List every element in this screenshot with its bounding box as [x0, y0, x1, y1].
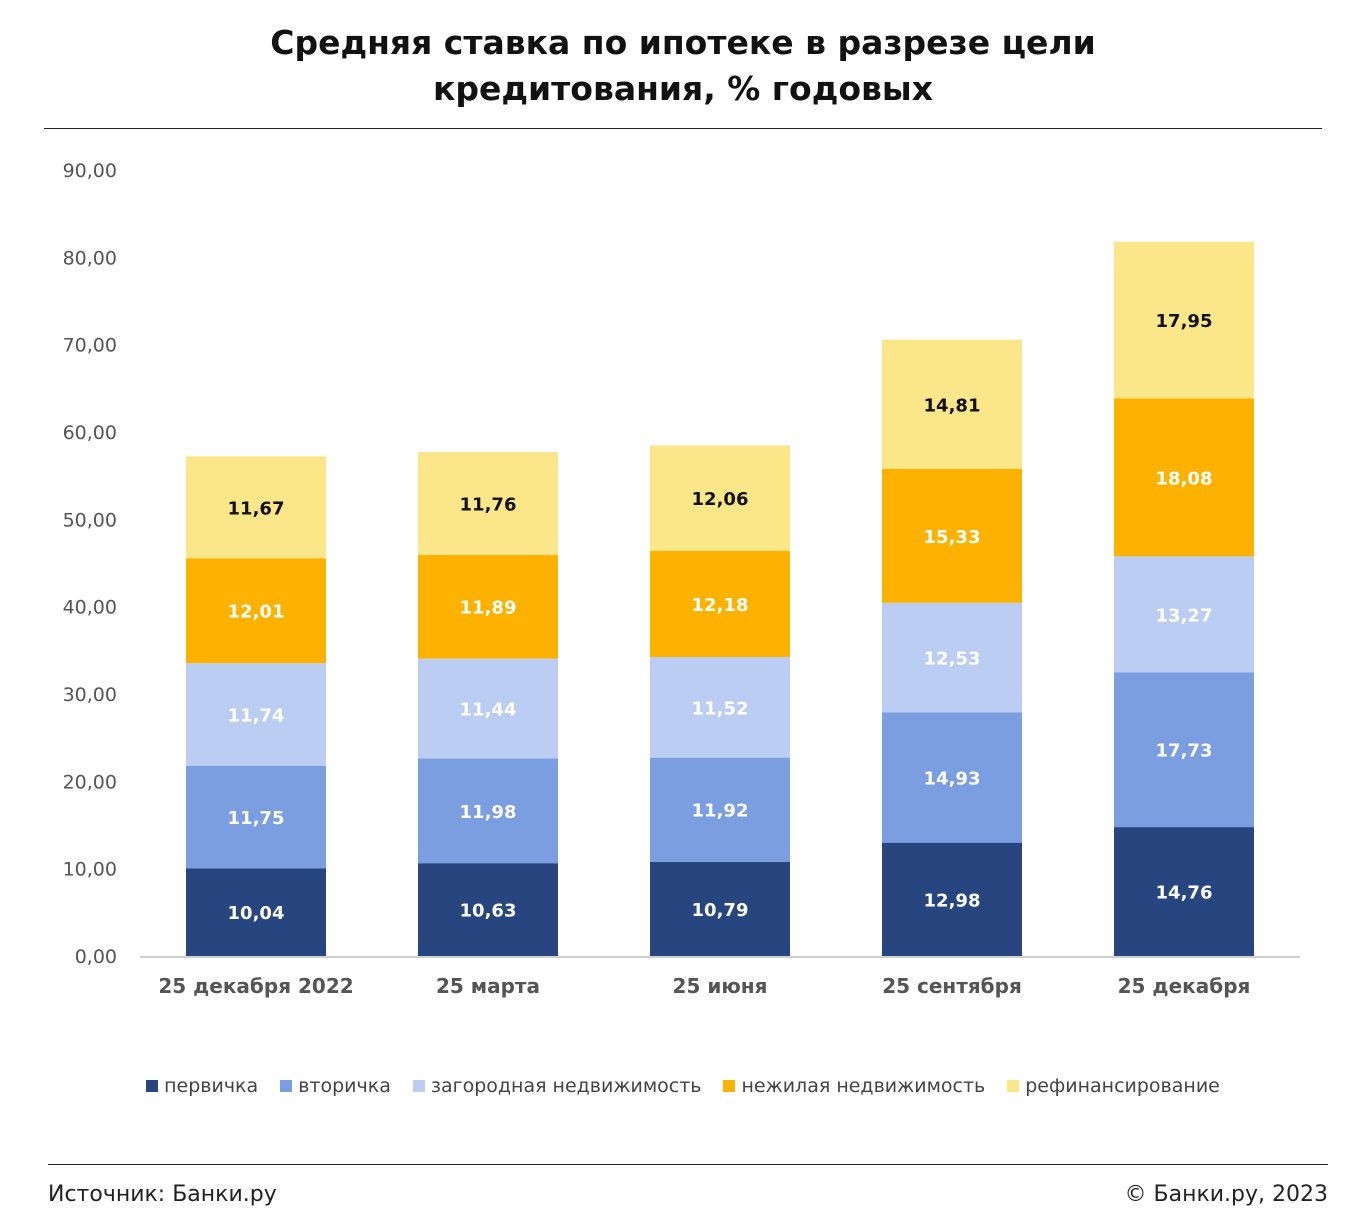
data-label: 15,33	[924, 527, 981, 548]
legend-swatch	[146, 1080, 159, 1092]
bar-segment	[882, 602, 1022, 713]
data-label: 13,27	[1156, 605, 1213, 626]
x-tick-label: 25 сентября	[882, 974, 1022, 998]
data-label: 10,79	[692, 900, 749, 921]
y-tick-label: 50,00	[63, 509, 117, 531]
legend-item: первичка	[146, 1075, 258, 1097]
y-tick-label: 30,00	[63, 684, 117, 706]
bar-segment	[650, 445, 790, 551]
data-label: 12,01	[228, 602, 285, 623]
x-tick-label: 25 марта	[436, 974, 540, 998]
bar-segment	[650, 550, 790, 658]
y-tick-label: 80,00	[63, 247, 117, 269]
data-label: 12,18	[692, 595, 749, 616]
data-label: 17,73	[1156, 741, 1213, 762]
data-label: 17,95	[1156, 311, 1213, 332]
data-label: 11,44	[460, 700, 517, 721]
bar-segment	[1114, 672, 1254, 828]
data-label: 11,92	[692, 801, 749, 822]
data-label: 11,98	[460, 802, 517, 823]
legend-label: первичка	[164, 1075, 259, 1097]
y-tick-label: 20,00	[63, 771, 117, 793]
data-label: 11,67	[228, 498, 285, 519]
chart-legend: первичка вторичка загородная недвижимость н…	[0, 1075, 1366, 1097]
bar-segment	[1114, 556, 1254, 673]
source-note: Источник: Банки.ру	[48, 1182, 277, 1207]
x-tick-label: 25 декабря	[1118, 974, 1251, 998]
x-tick-label: 25 июня	[673, 974, 768, 998]
data-label: 10,63	[460, 901, 517, 922]
legend-label: нежилая недвижимость	[741, 1075, 986, 1097]
data-label: 14,93	[924, 768, 981, 789]
bar-segment	[650, 861, 790, 956]
bar-segment	[1114, 241, 1254, 399]
title-divider	[44, 128, 1322, 129]
bar-segment	[882, 339, 1022, 469]
legend-swatch	[1007, 1080, 1020, 1092]
legend-item: загородная недвижимость	[412, 1075, 702, 1097]
data-label: 12,53	[924, 649, 981, 670]
bar-segment	[186, 456, 326, 559]
legend-label: вторичка	[298, 1075, 391, 1097]
bar-segment	[418, 758, 558, 864]
footer-divider	[48, 1164, 1328, 1165]
legend-label: загородная недвижимость	[430, 1075, 702, 1097]
copyright-note: © Банки.ру, 2023	[1124, 1182, 1329, 1207]
data-label: 12,06	[692, 489, 749, 510]
bar-segment	[418, 658, 558, 759]
legend-swatch	[723, 1080, 736, 1092]
data-label: 11,74	[228, 705, 285, 726]
data-label: 11,75	[228, 808, 285, 829]
data-label: 12,98	[924, 890, 981, 911]
y-tick-label: 60,00	[63, 422, 117, 444]
bar-segment	[882, 842, 1022, 956]
data-label: 11,89	[460, 598, 517, 619]
y-tick-label: 10,00	[63, 859, 117, 881]
legend-swatch	[412, 1080, 425, 1092]
bar-segment	[186, 663, 326, 766]
data-label: 14,81	[924, 395, 981, 416]
bar-segment	[186, 558, 326, 664]
stacked-bar-chart: 0,00 10,00 20,00 30,00 40,00 50,00 60,00 70,00 8…	[63, 160, 1300, 998]
legend-swatch	[280, 1080, 293, 1092]
bar-segment	[1114, 827, 1254, 956]
bar-segment	[650, 757, 790, 862]
data-label: 10,04	[228, 903, 285, 924]
x-tick-label: 25 декабря 2022	[158, 974, 353, 998]
bar-segment	[186, 868, 326, 956]
legend-item: вторичка	[280, 1075, 391, 1097]
y-tick-label: 0,00	[75, 946, 117, 968]
bar-segment	[882, 468, 1022, 603]
y-tick-label: 40,00	[63, 597, 117, 619]
chart-title: Средняя ставка по ипотеке в разрезе цели…	[0, 20, 1366, 112]
data-label: 11,52	[692, 698, 749, 719]
data-label: 14,76	[1156, 883, 1213, 904]
y-tick-label: 70,00	[63, 335, 117, 357]
bar-segment	[186, 765, 326, 869]
legend-item: рефинансирование	[1007, 1075, 1220, 1097]
legend-label: рефинансирование	[1025, 1075, 1220, 1097]
bar-segment	[882, 712, 1022, 843]
bar-segment	[650, 657, 790, 758]
bar-segment	[418, 554, 558, 659]
chart-title-line-1: Средняя ставка по ипотеке в разрезе цели	[270, 23, 1096, 62]
bar-segment	[418, 863, 558, 956]
bar-segment	[1114, 398, 1254, 557]
data-label: 18,08	[1156, 468, 1213, 489]
legend-item: нежилая недвижимость	[723, 1075, 985, 1097]
chart-title-line-2: кредитования, % годовых	[432, 69, 934, 108]
data-label: 11,76	[460, 494, 517, 515]
bar-segment	[418, 452, 558, 555]
y-tick-label: 90,00	[63, 160, 117, 182]
